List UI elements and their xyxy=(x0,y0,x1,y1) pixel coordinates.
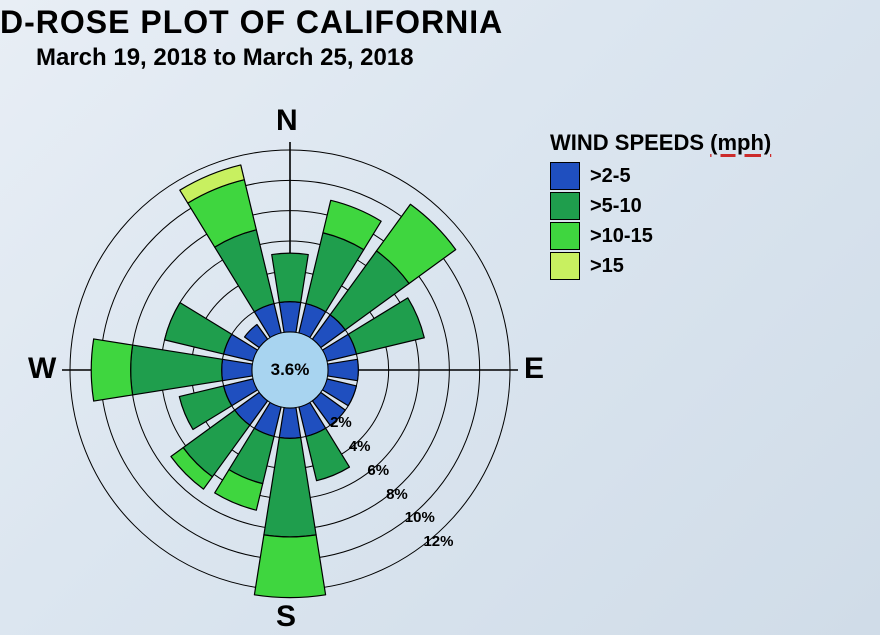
ring-label: 4% xyxy=(349,438,371,455)
legend-item: >2-5 xyxy=(550,162,850,190)
ring-label: 12% xyxy=(423,533,453,550)
legend-item: >10-15 xyxy=(550,222,850,250)
legend: WIND SPEEDS (mph) >2-5 >5-10 >10-15 >15 xyxy=(550,130,850,282)
legend-label: >2-5 xyxy=(590,165,631,188)
ring-label: 6% xyxy=(367,462,389,479)
legend-label: >5-10 xyxy=(590,195,642,218)
calm-value: 3.6% xyxy=(271,360,310,379)
legend-title-unit: (mph) xyxy=(710,130,771,155)
legend-item: >5-10 xyxy=(550,192,850,220)
calm-percentage-label: 3.6% xyxy=(260,360,320,380)
legend-swatch xyxy=(550,222,580,250)
ring-label: 2% xyxy=(330,414,352,431)
legend-title: WIND SPEEDS (mph) xyxy=(550,130,850,156)
legend-item: >15 xyxy=(550,252,850,280)
legend-swatch xyxy=(550,162,580,190)
legend-items: >2-5 >5-10 >10-15 >15 xyxy=(550,162,850,280)
legend-swatch xyxy=(550,252,580,280)
ring-label: 8% xyxy=(386,486,408,503)
direction-label-e: E xyxy=(524,352,544,386)
legend-swatch xyxy=(550,192,580,220)
direction-label-n: N xyxy=(276,104,298,138)
legend-label: >10-15 xyxy=(590,225,653,248)
direction-label-s: S xyxy=(276,600,296,634)
ring-label: 10% xyxy=(405,509,435,526)
direction-label-w: W xyxy=(28,352,56,386)
legend-title-prefix: WIND SPEEDS xyxy=(550,130,710,155)
legend-label: >15 xyxy=(590,255,624,278)
